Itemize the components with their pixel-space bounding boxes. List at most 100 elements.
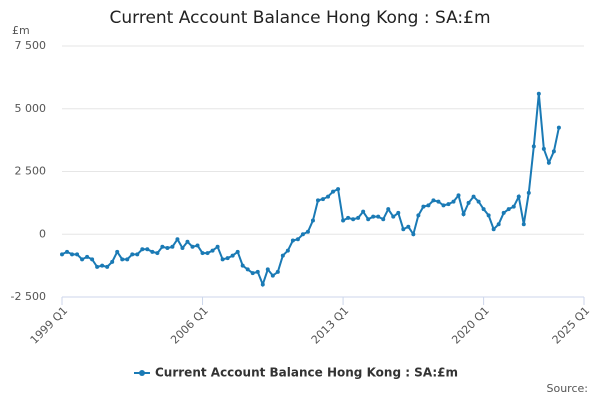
data-point bbox=[295, 237, 300, 242]
data-point bbox=[416, 213, 421, 218]
data-point bbox=[336, 187, 341, 192]
data-point bbox=[100, 263, 105, 268]
data-point bbox=[506, 207, 511, 212]
data-point bbox=[406, 224, 411, 229]
data-point bbox=[270, 273, 275, 278]
data-point bbox=[195, 243, 200, 248]
data-point bbox=[356, 215, 361, 220]
data-point bbox=[60, 252, 64, 257]
data-point bbox=[471, 194, 476, 199]
data-point bbox=[205, 251, 210, 256]
data-point bbox=[65, 249, 70, 254]
data-point bbox=[341, 218, 346, 223]
data-point bbox=[331, 189, 336, 194]
data-point bbox=[531, 144, 536, 149]
data-point bbox=[165, 246, 170, 251]
data-point bbox=[310, 218, 315, 223]
data-point bbox=[95, 264, 100, 269]
data-point bbox=[70, 252, 75, 257]
data-point bbox=[431, 198, 436, 203]
data-point bbox=[150, 249, 155, 254]
data-point bbox=[115, 249, 120, 254]
data-point bbox=[551, 149, 556, 154]
series-line bbox=[61, 93, 560, 288]
data-point bbox=[130, 252, 135, 257]
data-point bbox=[260, 282, 265, 287]
data-point bbox=[361, 209, 366, 214]
data-point bbox=[421, 204, 426, 209]
y-tick-label: 2 500 bbox=[15, 165, 47, 178]
x-tick-label: 2020 Q1 bbox=[449, 304, 492, 347]
data-point bbox=[315, 198, 320, 203]
chart-title: Current Account Balance Hong Kong : SA:£… bbox=[110, 8, 491, 28]
data-point bbox=[426, 203, 431, 208]
data-point bbox=[250, 271, 255, 276]
data-point bbox=[396, 210, 401, 215]
y-tick-label: -2 500 bbox=[11, 290, 46, 303]
data-point bbox=[75, 252, 80, 257]
data-point bbox=[451, 199, 456, 204]
data-point bbox=[496, 222, 501, 227]
data-point bbox=[321, 197, 325, 202]
data-point bbox=[366, 217, 371, 222]
data-point bbox=[516, 194, 521, 199]
data-point bbox=[381, 217, 386, 222]
data-point bbox=[80, 257, 85, 262]
y-tick-label: 7 500 bbox=[15, 39, 47, 52]
data-point bbox=[120, 257, 125, 262]
x-tick-label: 2013 Q1 bbox=[309, 304, 352, 347]
data-point bbox=[376, 214, 381, 219]
data-point bbox=[265, 267, 270, 272]
data-point bbox=[275, 269, 280, 274]
data-point bbox=[125, 257, 130, 262]
data-point bbox=[255, 269, 260, 274]
data-point bbox=[491, 227, 496, 232]
data-point bbox=[245, 267, 250, 272]
data-point bbox=[285, 248, 290, 253]
data-point bbox=[155, 251, 160, 256]
data-point bbox=[215, 244, 220, 249]
data-point bbox=[456, 193, 461, 198]
data-point bbox=[305, 229, 310, 234]
data-point bbox=[486, 213, 491, 218]
data-point bbox=[230, 253, 235, 258]
data-point bbox=[411, 232, 416, 237]
data-point bbox=[185, 239, 190, 244]
data-point bbox=[476, 199, 481, 204]
data-point bbox=[346, 215, 351, 220]
data-point bbox=[210, 248, 215, 253]
y-tick-label: 5 000 bbox=[15, 102, 47, 115]
data-point bbox=[511, 204, 516, 209]
legend-marker bbox=[139, 370, 145, 376]
data-point bbox=[135, 252, 140, 257]
data-point bbox=[280, 253, 285, 258]
data-point bbox=[326, 194, 331, 199]
data-point bbox=[466, 200, 471, 205]
data-point bbox=[441, 203, 446, 208]
data-point bbox=[391, 214, 396, 219]
data-point bbox=[140, 247, 145, 252]
data-point bbox=[180, 246, 185, 251]
y-axis-label: £m bbox=[12, 24, 30, 37]
data-point bbox=[556, 125, 561, 130]
data-point bbox=[175, 237, 180, 242]
data-point bbox=[536, 91, 541, 96]
data-point bbox=[461, 212, 466, 217]
data-point bbox=[290, 238, 295, 243]
data-point bbox=[300, 232, 305, 237]
data-point bbox=[481, 207, 486, 212]
data-point bbox=[105, 264, 110, 269]
data-point bbox=[225, 256, 230, 261]
x-tick-label: 2006 Q1 bbox=[168, 304, 211, 347]
data-point bbox=[200, 251, 205, 256]
data-point bbox=[240, 263, 245, 268]
data-point bbox=[145, 247, 150, 252]
y-tick-label: 0 bbox=[39, 227, 46, 240]
data-point bbox=[386, 207, 391, 212]
data-point bbox=[351, 217, 356, 222]
data-point bbox=[170, 244, 175, 249]
legend-label: Current Account Balance Hong Kong : SA:£… bbox=[155, 366, 458, 380]
data-point bbox=[521, 222, 526, 227]
data-point bbox=[110, 259, 115, 264]
